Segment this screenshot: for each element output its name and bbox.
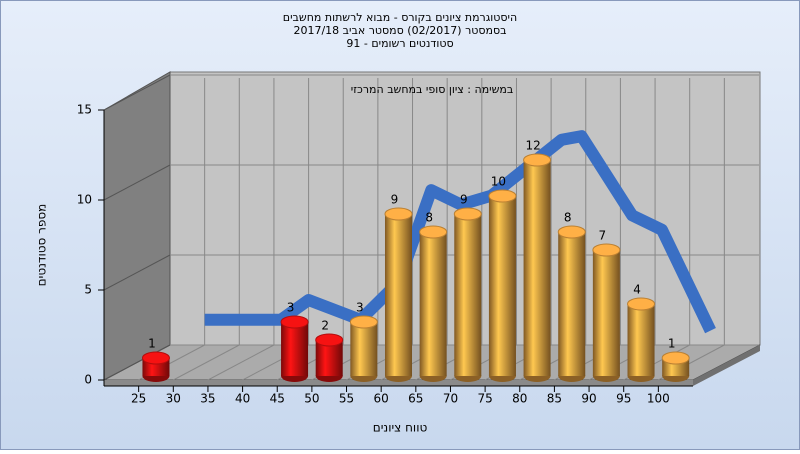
value-label: 1: [148, 337, 156, 351]
bar-body: [488, 196, 516, 376]
x-tick-label: 50: [304, 392, 319, 406]
value-label: 4: [633, 283, 641, 297]
x-tick-label: 45: [270, 392, 285, 406]
y-tick-label: 0: [84, 373, 92, 387]
value-label: 3: [356, 301, 364, 315]
x-axis-label: טווח ציונים: [373, 421, 428, 435]
left-wall: [103, 71, 171, 381]
bar: [453, 207, 482, 382]
subtitle: במשימה : ציון סופי במחשב המרכזי: [351, 83, 514, 96]
curve: [204, 130, 716, 334]
y-tick-label: 15: [77, 103, 92, 117]
bar-top: [349, 315, 378, 329]
grid-line: [103, 344, 171, 381]
bar: [349, 315, 378, 382]
bar-body: [384, 214, 413, 376]
x-tick-label: 75: [477, 392, 492, 406]
x-tick-label: 55: [339, 392, 354, 406]
bar: [419, 225, 448, 382]
bar: [557, 225, 586, 382]
bar-body: [627, 304, 655, 376]
bar-top: [592, 243, 621, 257]
floor-edge: [693, 345, 760, 386]
value-label: 2: [321, 319, 329, 333]
x-tick-label: 95: [616, 392, 631, 406]
x-tick-label: 100: [647, 392, 670, 406]
value-label: 1: [668, 337, 676, 351]
x-tick-label: 25: [131, 392, 146, 406]
bar-body: [523, 160, 551, 376]
grid-line: [103, 164, 171, 201]
bar: [488, 189, 517, 382]
value-label: 8: [425, 211, 433, 225]
bar-top: [523, 153, 552, 167]
bar: [523, 153, 552, 382]
x-tick-label: 65: [408, 392, 423, 406]
value-label: 9: [391, 193, 399, 207]
bar: [592, 243, 621, 382]
bar-top: [315, 333, 344, 347]
y-axis-label: מספר סטודנטים: [35, 204, 49, 287]
bar: [315, 333, 344, 382]
x-tick-label: 70: [443, 392, 458, 406]
value-label: 10: [491, 175, 506, 189]
x-tick-label: 35: [200, 392, 215, 406]
bar: [384, 207, 413, 382]
x-tick-label: 90: [581, 392, 596, 406]
grid-line: [103, 74, 171, 111]
value-label: 12: [525, 139, 540, 153]
bar-top: [419, 225, 448, 239]
grid-line: [173, 344, 240, 381]
x-tick-label: 60: [374, 392, 389, 406]
value-label: 9: [460, 193, 468, 207]
value-label: 7: [599, 229, 607, 243]
grid-line: [103, 254, 171, 291]
grid-line: [207, 344, 275, 381]
bar: [280, 315, 309, 382]
title-line: סטודנטים רשומים - 91: [346, 37, 453, 50]
bar-top: [384, 207, 413, 221]
bar-top: [661, 351, 690, 365]
bar: [141, 351, 170, 382]
y-tick-label: 10: [77, 193, 92, 207]
x-tick-label: 80: [512, 392, 527, 406]
bar-top: [557, 225, 586, 239]
bar-body: [592, 250, 620, 376]
bar: [627, 297, 656, 382]
bar-top: [141, 351, 170, 365]
title-line: היסטוגרמת ציונים בקורס - מבוא לרשתות מחש…: [283, 11, 517, 24]
bar-body: [558, 232, 586, 376]
bar-top: [627, 297, 656, 311]
bar-top: [488, 189, 517, 203]
title-line: בסמסטר (02/2017) סמסטר אביב 2017/18: [293, 24, 506, 37]
bar-top: [280, 315, 309, 329]
bar-body: [350, 322, 378, 376]
x-tick-label: 40: [235, 392, 250, 406]
x-tick-label: 85: [547, 392, 562, 406]
bar-body: [281, 322, 309, 376]
value-label: 3: [287, 301, 295, 315]
floor-edge: [104, 380, 693, 386]
value-label: 8: [564, 211, 572, 225]
bar-body: [454, 214, 482, 376]
bar-body: [419, 232, 447, 376]
y-tick-label: 5: [84, 283, 92, 297]
bar: [661, 351, 690, 382]
bar-top: [453, 207, 482, 221]
x-tick-label: 30: [166, 392, 181, 406]
